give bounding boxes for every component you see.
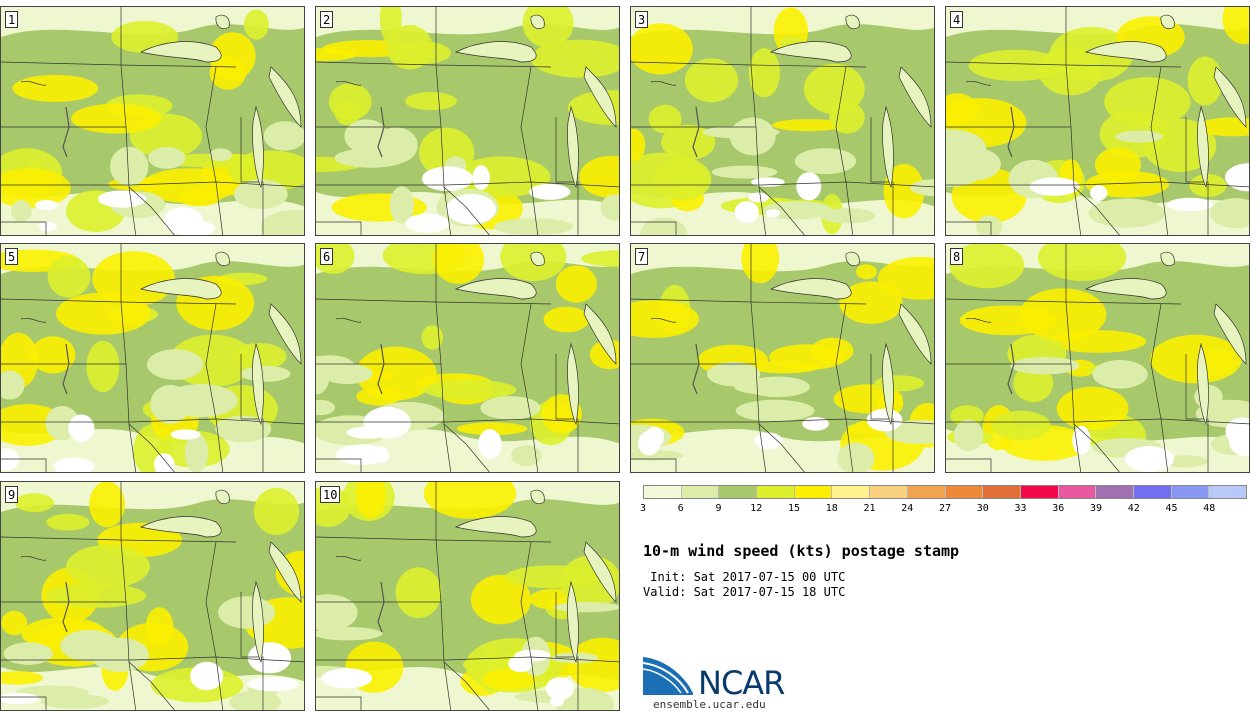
map-panel: 4 (945, 6, 1250, 236)
colorbar-tick-label: 18 (825, 503, 838, 514)
colorbar (643, 485, 1247, 499)
panel-number: 10 (320, 486, 341, 503)
panel-number: 1 (5, 11, 19, 28)
map-panel: 9 (0, 481, 305, 711)
colorbar-bin (1096, 486, 1134, 498)
panel-number: 5 (5, 248, 19, 265)
colorbar-bin (1020, 486, 1059, 498)
ncar-logo-text: NCAR (698, 664, 785, 702)
colorbar-tick-label: 42 (1127, 503, 1140, 514)
plot-title: 10-m wind speed (kts) postage stamp (643, 542, 960, 560)
colorbar-tick-label: 33 (1014, 503, 1027, 514)
ncar-swoosh-logo (643, 657, 693, 695)
colorbar-bin (1058, 486, 1097, 498)
colorbar-bin (945, 486, 984, 498)
map-panel: 2 (315, 6, 620, 236)
colorbar-tick-label: 9 (715, 503, 722, 514)
colorbar-tick-label: 30 (976, 503, 989, 514)
panel-number: 2 (320, 11, 334, 28)
colorbar-tick-label: 21 (863, 503, 876, 514)
colorbar-tick-label: 3 (639, 503, 647, 514)
colorbar-bin (794, 486, 833, 498)
colorbar-tick-label: 45 (1165, 503, 1178, 514)
map-panel: 10 (315, 481, 620, 711)
map-panel: 7 (630, 243, 935, 473)
colorbar-tick-label: 12 (750, 503, 763, 514)
colorbar-bin (1209, 486, 1246, 498)
colorbar-ticks: 3 6 9 12 15 18 21 24 27 30 33 36 39 42 45 48 (639, 503, 1247, 517)
panel-number: 4 (950, 11, 964, 28)
colorbar-tick-label: 24 (901, 503, 914, 514)
map-panel: 5 (0, 243, 305, 473)
colorbar-tick-label: 6 (677, 503, 684, 514)
panel-number: 8 (950, 248, 964, 265)
map-panel: 8 (945, 243, 1250, 473)
colorbar-bin (681, 486, 720, 498)
colorbar-bin (907, 486, 946, 498)
map-panel: 6 (315, 243, 620, 473)
map-panel: 1 (0, 6, 305, 236)
colorbar-tick-label: 36 (1052, 503, 1065, 514)
colorbar-bin (719, 486, 758, 498)
colorbar-bin (644, 486, 682, 498)
panel-number: 9 (5, 486, 19, 503)
org-url: ensemble.ucar.edu (653, 698, 766, 711)
colorbar-tick-label: 48 (1203, 503, 1216, 514)
valid-time: Valid: Sat 2017-07-15 18 UTC (643, 585, 846, 599)
colorbar-tick-label: 15 (787, 503, 801, 514)
colorbar-bin (757, 486, 795, 498)
colorbar-bin (1133, 486, 1172, 498)
init-time: Init: Sat 2017-07-15 00 UTC (643, 570, 846, 584)
panel-number: 6 (320, 248, 334, 265)
colorbar-bin (983, 486, 1021, 498)
panel-number: 7 (635, 248, 649, 265)
panel-number: 3 (635, 11, 649, 28)
colorbar-bin (1171, 486, 1210, 498)
colorbar-bin (832, 486, 871, 498)
map-panel: 3 (630, 6, 935, 236)
colorbar-bin (870, 486, 908, 498)
colorbar-tick-label: 39 (1089, 503, 1103, 514)
colorbar-tick-label: 27 (938, 503, 952, 514)
